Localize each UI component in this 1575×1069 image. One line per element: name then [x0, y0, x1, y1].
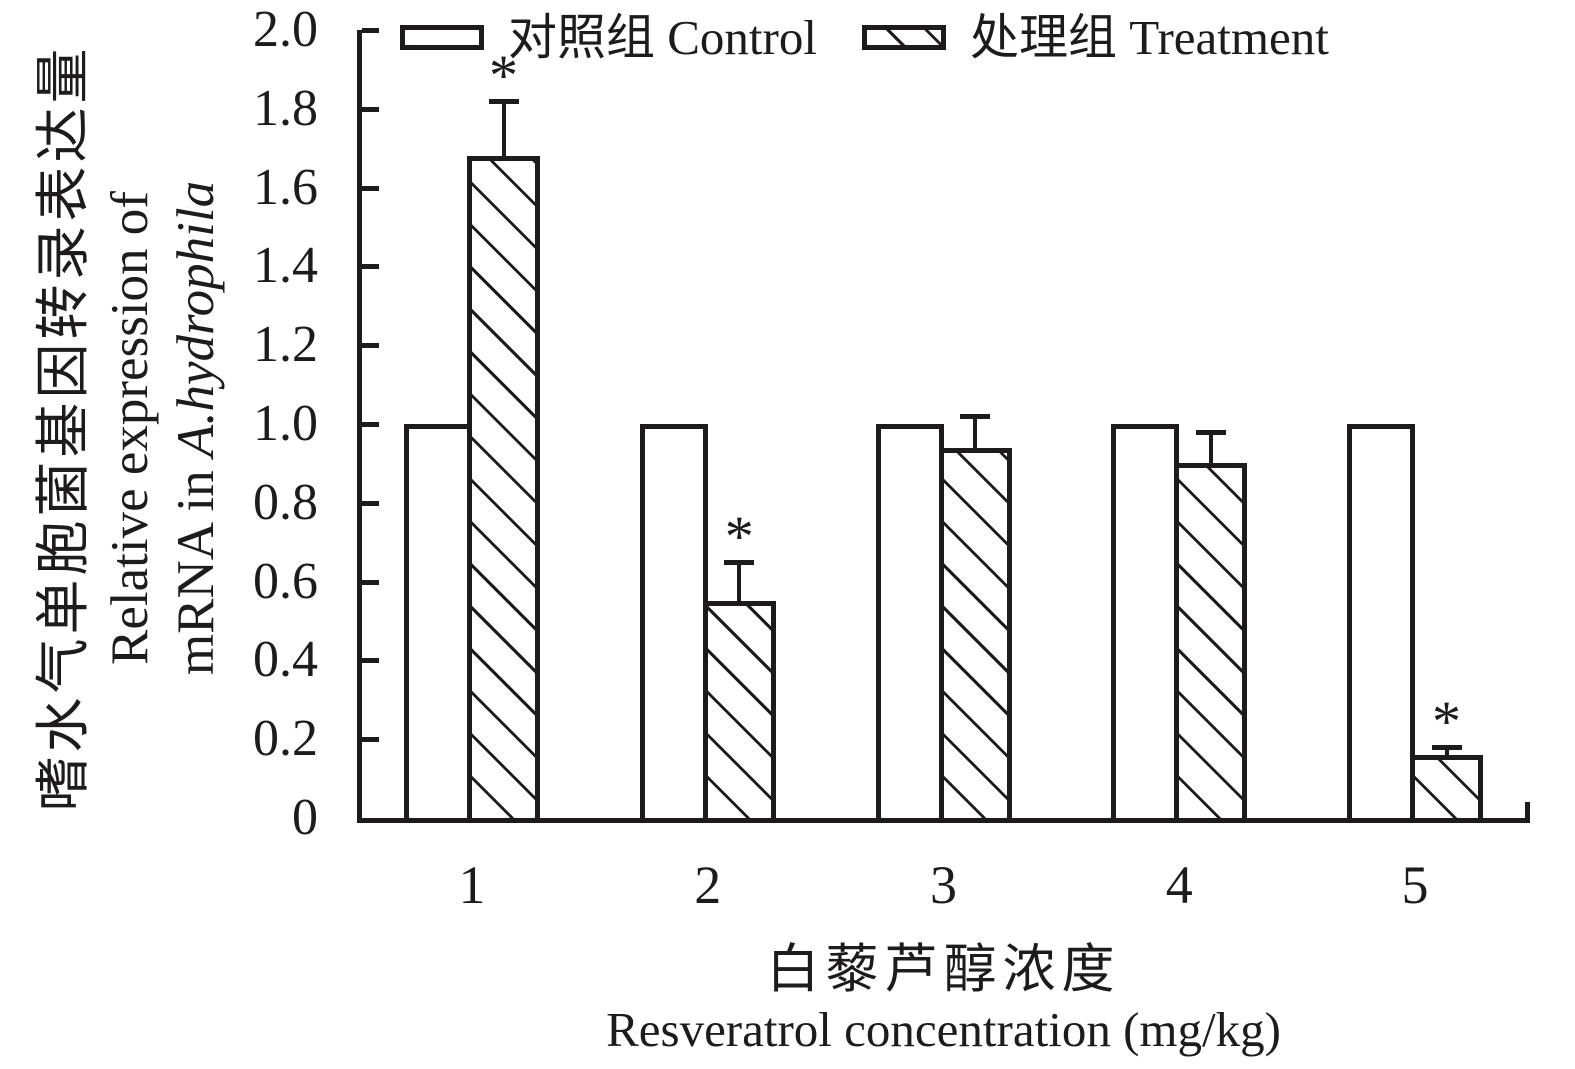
y-axis-tick: [362, 422, 379, 427]
error-bar-stem-4: [1208, 431, 1213, 464]
bar-treatment-5: [1410, 755, 1483, 818]
y-axis-tick-label: 0.8: [253, 473, 318, 531]
x-axis-tick-label-5: 5: [1401, 855, 1429, 915]
error-bar-cap-4: [1195, 429, 1226, 435]
y-axis-tick-label: 1.4: [253, 237, 318, 295]
y-axis-tick: [362, 658, 379, 664]
bar-treatment-1: [467, 156, 540, 818]
y-axis-tick: [362, 185, 379, 191]
bar-control-4: [1111, 424, 1180, 818]
error-bar-cap-3: [960, 414, 990, 420]
legend-item-control: 对照组 Control: [400, 13, 817, 62]
x-axis-title-zh: 白藜芦醇浓度: [766, 941, 1121, 999]
x-axis-tick-label-2: 2: [694, 855, 722, 915]
error-bar-stem-3: [973, 416, 977, 448]
y-axis-tick-label: 1.0: [253, 395, 318, 452]
plot-area: 2.0 1.8 1.6 1.4 1.2 1.0 0.8 0.6 0.4 0.2 0 * 1 * 2 3 4 * 5: [253, 4, 1530, 912]
y-axis-tick: [362, 28, 379, 33]
x-axis-end-tick: [1525, 802, 1530, 818]
legend-item-treatment: 处理组 Treatment: [861, 10, 1329, 65]
x-axis-tick-label-4: 4: [1165, 855, 1193, 915]
legend-label-treatment: 处理组 Treatment: [969, 10, 1329, 65]
bar-treatment-3: [938, 448, 1012, 818]
y-axis-tick: [362, 343, 379, 349]
y-axis-tick: [362, 579, 379, 585]
legend: 对照组 Control 处理组 Treatment: [400, 13, 1329, 62]
legend-swatch-control: [400, 25, 484, 50]
x-axis-tick-label-3: 3: [930, 855, 957, 915]
legend-label-control: 对照组 Control: [508, 10, 817, 65]
y-axis-title-en-line1: Relative expression of: [101, 191, 159, 665]
significance-asterisk-5: *: [1432, 689, 1461, 755]
bar-control-1: [404, 424, 472, 818]
error-bar-cap-1: [488, 98, 519, 104]
y-axis-tick-label: 0: [292, 789, 318, 846]
error-bar-stem-2: [737, 561, 742, 602]
y-axis-tick-label: 1.8: [253, 79, 318, 137]
y-axis-tick-label: 2.0: [253, 1, 318, 58]
error-bar-cap-2: [724, 559, 755, 565]
bar-treatment-4: [1174, 463, 1248, 818]
y-axis-tick-label: 1.2: [253, 316, 318, 374]
error-bar-cap-5: [1431, 745, 1462, 751]
y-axis-tick-label: 0.4: [253, 631, 318, 689]
y-axis-tick: [362, 264, 379, 270]
error-bar-stem-5: [1444, 747, 1449, 755]
error-bar-stem-1: [501, 100, 506, 157]
y-axis-tick: [362, 500, 379, 506]
y-axis-tick-label: 0.2: [253, 710, 318, 768]
y-axis-title-zh: 嗜水气单胞菌基因转录表达量: [33, 44, 94, 812]
x-axis-title-en: Resveratrol concentration (mg/kg): [606, 1002, 1281, 1057]
bar-control-2: [639, 424, 708, 818]
y-axis-tick-label: 0.6: [253, 552, 318, 610]
bar-treatment-2: [702, 601, 776, 818]
y-axis-tick: [362, 106, 379, 112]
bar-control-5: [1347, 424, 1415, 818]
x-axis-tick-label-1: 1: [458, 855, 486, 915]
legend-swatch-treatment: [861, 25, 946, 50]
significance-asterisk-2: *: [724, 503, 754, 569]
y-axis-tick: [362, 737, 379, 743]
bar-control-3: [875, 424, 944, 818]
y-axis-tick-label: 1.6: [253, 158, 318, 216]
significance-asterisk-1: *: [489, 42, 518, 108]
